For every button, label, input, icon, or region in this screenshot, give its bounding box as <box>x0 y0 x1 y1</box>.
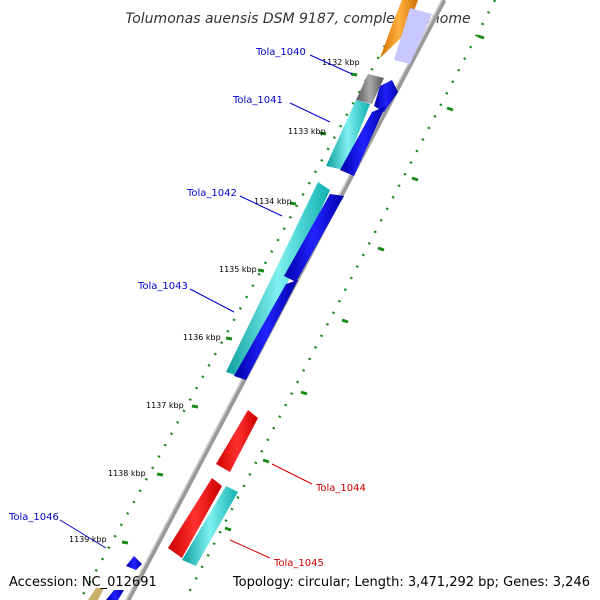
leader-line <box>59 519 107 549</box>
leader-line <box>229 539 271 559</box>
gene-label-tola-1042[interactable]: Tola_1042 <box>186 188 237 199</box>
inner-scale <box>78 0 412 600</box>
gene-label-tola-1040[interactable]: Tola_1040 <box>255 47 306 58</box>
gene-blue-a[interactable] <box>340 106 386 176</box>
accession-text: Accession: NC_012691 <box>9 575 157 590</box>
gene-bottom-tan[interactable] <box>88 588 104 600</box>
tick-label: 1134 kbp <box>254 197 292 206</box>
leader-line <box>289 102 331 123</box>
leader-line <box>309 54 353 75</box>
tick-label: 1139 kbp <box>69 535 107 544</box>
gene-tola-1041[interactable] <box>326 100 370 170</box>
leader-line <box>271 463 313 485</box>
genome-summary-text: Topology: circular; Length: 3,471,292 bp… <box>232 575 590 590</box>
leader-line <box>189 288 235 313</box>
tick-label: 1138 kbp <box>108 469 146 478</box>
major-ticks <box>121 72 358 545</box>
gene-label-tola-1045[interactable]: Tola_1045 <box>273 558 324 569</box>
outer-ticks <box>224 34 485 532</box>
gene-lavender[interactable] <box>394 8 432 64</box>
outer-scale <box>183 0 497 600</box>
gene-tola-1045[interactable] <box>182 486 238 566</box>
gene-gray[interactable] <box>356 74 384 104</box>
tick-label: 1136 kbp <box>183 333 221 342</box>
gene-tola-1044[interactable] <box>216 410 258 472</box>
gene-bottom-blue[interactable] <box>106 590 124 600</box>
gene-tola-1046[interactable] <box>126 556 142 570</box>
gene-tola-1045-red[interactable] <box>168 478 222 558</box>
tick-label: 1137 kbp <box>146 401 184 410</box>
gene-tola-1040[interactable] <box>374 80 398 112</box>
gene-blue-b[interactable] <box>234 280 298 380</box>
leader-line <box>239 195 283 217</box>
tick-label: 1135 kbp <box>219 265 257 274</box>
gene-tola-1042[interactable] <box>226 182 330 378</box>
gene-tola-1043[interactable] <box>284 194 344 282</box>
gene-label-tola-1043[interactable]: Tola_1043 <box>137 281 188 292</box>
tick-label: 1133 kbp <box>288 127 326 136</box>
gene-label-tola-1046[interactable]: Tola_1046 <box>8 512 59 523</box>
tick-label: 1132 kbp <box>322 58 360 67</box>
gene-label-tola-1044[interactable]: Tola_1044 <box>315 483 366 494</box>
map-title: Tolumonas auensis DSM 9187, complete gen… <box>125 11 470 27</box>
gene-label-tola-1041[interactable]: Tola_1041 <box>232 95 283 106</box>
